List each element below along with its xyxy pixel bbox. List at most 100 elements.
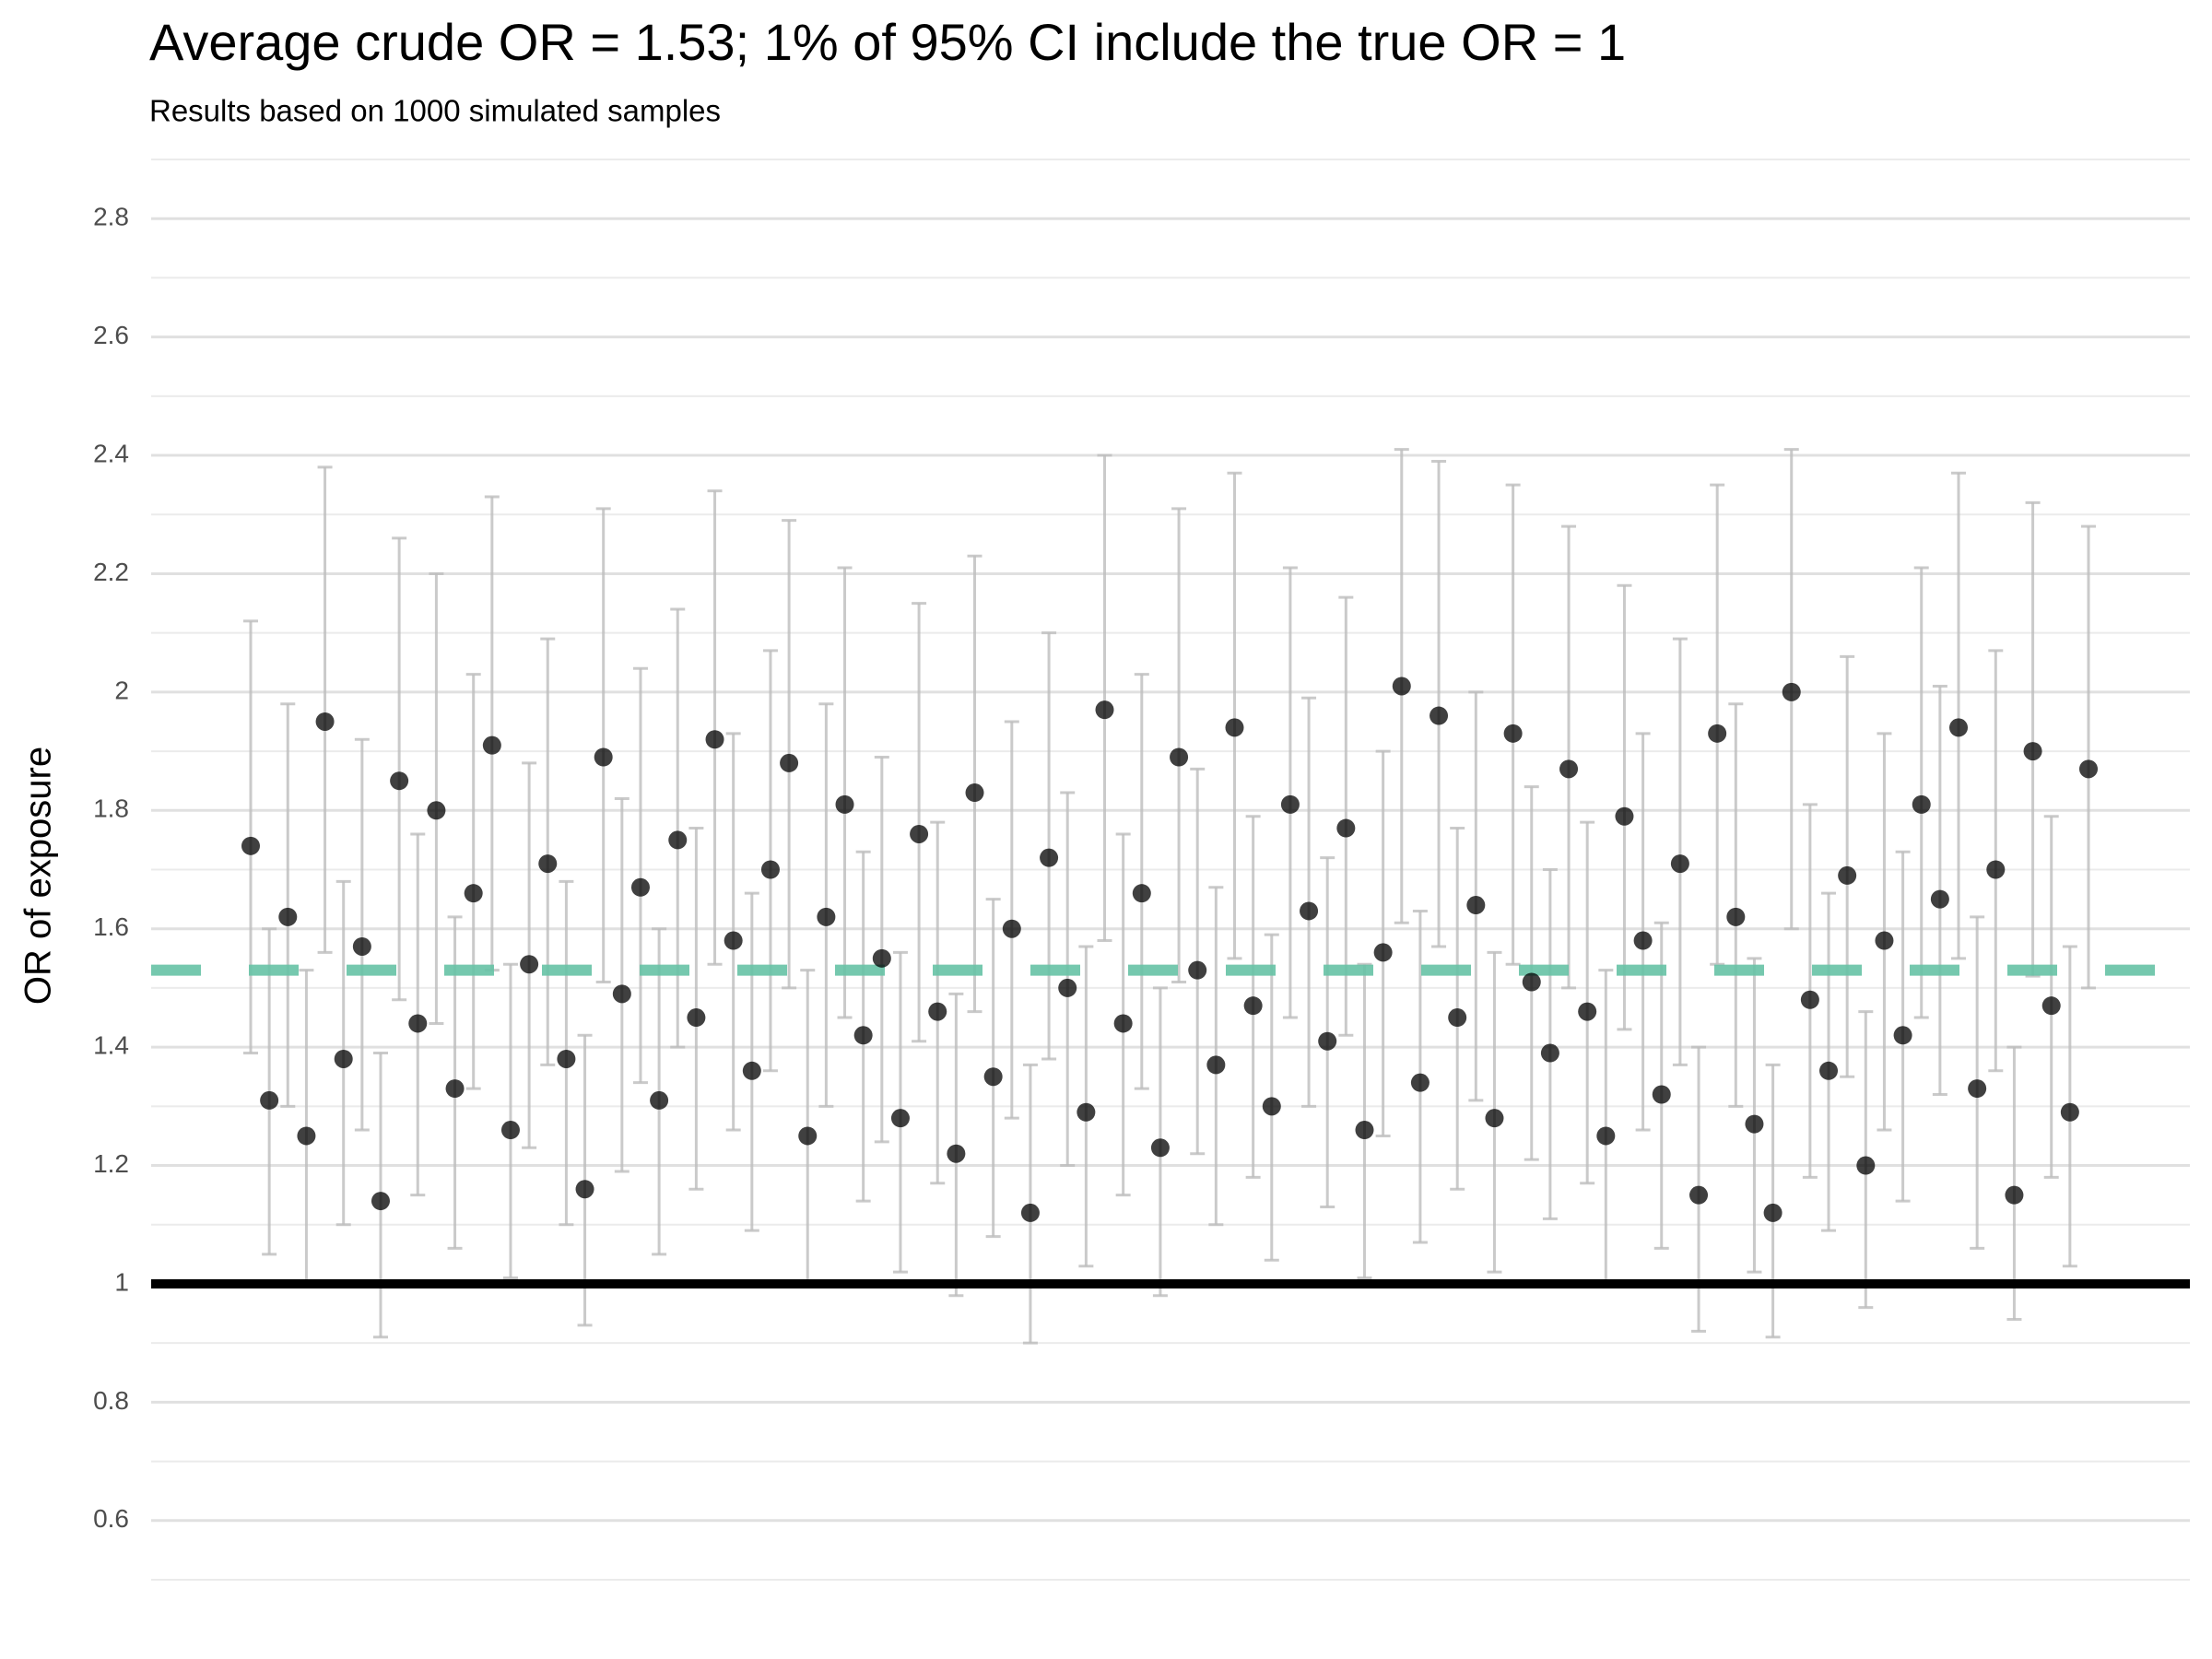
point bbox=[835, 794, 854, 814]
point bbox=[408, 1014, 428, 1033]
error-bar bbox=[2081, 524, 2096, 990]
point bbox=[650, 1090, 669, 1110]
error-bar bbox=[280, 702, 296, 1108]
point bbox=[1912, 794, 1931, 814]
point bbox=[594, 747, 613, 767]
point bbox=[1615, 806, 1634, 826]
point bbox=[1578, 1002, 1597, 1021]
point bbox=[1300, 901, 1319, 921]
point bbox=[371, 1192, 390, 1211]
error-bar bbox=[540, 637, 556, 1066]
point bbox=[2023, 742, 2042, 761]
y-tick-label: 1.6 bbox=[93, 912, 129, 941]
error-bar bbox=[818, 702, 834, 1108]
point bbox=[1336, 818, 1356, 838]
point bbox=[1540, 1043, 1559, 1063]
y-tick-label: 1.2 bbox=[93, 1149, 129, 1178]
point bbox=[1430, 706, 1449, 725]
point bbox=[928, 1002, 947, 1021]
point bbox=[500, 1121, 520, 1140]
point bbox=[1113, 1014, 1133, 1033]
error-bar bbox=[837, 566, 853, 1019]
point bbox=[260, 1090, 279, 1110]
point bbox=[853, 1026, 873, 1045]
point bbox=[965, 783, 984, 803]
point bbox=[1002, 919, 1021, 938]
y-tick-label: 0.8 bbox=[93, 1386, 129, 1415]
error-bar bbox=[670, 607, 686, 1049]
error-bar bbox=[1561, 524, 1577, 990]
point bbox=[1132, 884, 1151, 903]
error-bar bbox=[317, 465, 333, 954]
error-bar bbox=[1227, 471, 1242, 960]
point bbox=[947, 1144, 966, 1163]
point bbox=[1930, 889, 1949, 909]
point bbox=[1708, 724, 1727, 743]
point bbox=[1243, 996, 1263, 1016]
point bbox=[724, 931, 743, 950]
point bbox=[1838, 865, 1857, 885]
point bbox=[1689, 1185, 1709, 1205]
point bbox=[1448, 1008, 1467, 1028]
error-bar bbox=[1097, 453, 1112, 943]
y-tick-label: 1.8 bbox=[93, 794, 129, 823]
point bbox=[482, 735, 501, 755]
grid: 0.6 0.8 1 1.2 1.4 1.6 1.8 2 2.2 2.4 2.6 2.8 bbox=[93, 159, 2190, 1581]
chart-subtitle: Results based on 1000 simulated samples bbox=[149, 94, 721, 128]
point bbox=[1522, 972, 1541, 992]
point bbox=[1373, 943, 1393, 962]
point bbox=[798, 1126, 818, 1146]
point bbox=[612, 984, 631, 1004]
point bbox=[1170, 747, 1189, 767]
error-bar bbox=[1282, 566, 1298, 1019]
error-bar bbox=[1171, 507, 1187, 983]
point bbox=[1020, 1203, 1040, 1222]
point bbox=[1726, 907, 1746, 926]
point bbox=[390, 771, 409, 791]
point bbox=[1077, 1102, 1096, 1122]
error-bar bbox=[1913, 566, 1929, 1019]
point bbox=[241, 836, 260, 855]
point bbox=[1150, 1138, 1170, 1158]
point bbox=[687, 1008, 706, 1028]
point bbox=[1485, 1109, 1504, 1128]
point bbox=[668, 830, 688, 850]
y-tick-label: 1 bbox=[114, 1267, 129, 1296]
point bbox=[1280, 794, 1300, 814]
error-bar bbox=[2006, 1045, 2022, 1321]
error-bar bbox=[1338, 595, 1354, 1037]
point bbox=[910, 824, 929, 843]
y-tick-label: 2.8 bbox=[93, 203, 129, 231]
y-tick-label: 2 bbox=[114, 676, 129, 704]
point bbox=[297, 1126, 316, 1146]
error-bar bbox=[484, 495, 500, 972]
point bbox=[538, 854, 558, 874]
error-bar bbox=[429, 571, 444, 1025]
point bbox=[1206, 1055, 1226, 1075]
point bbox=[1949, 718, 1969, 737]
point bbox=[1188, 960, 1207, 980]
point bbox=[1819, 1061, 1839, 1080]
point bbox=[983, 1067, 1003, 1087]
error-bar bbox=[354, 737, 370, 1132]
point bbox=[1596, 1126, 1616, 1146]
point bbox=[1652, 1085, 1671, 1104]
y-tick-label: 0.6 bbox=[93, 1504, 129, 1533]
point bbox=[760, 860, 780, 879]
point bbox=[1670, 854, 1689, 874]
point bbox=[1503, 724, 1523, 743]
point bbox=[630, 877, 650, 897]
point bbox=[445, 1079, 465, 1099]
point bbox=[557, 1049, 576, 1068]
chart-title: Average crude OR = 1.53; 1% of 95% CI in… bbox=[149, 13, 1626, 71]
error-bar bbox=[465, 673, 481, 1090]
point bbox=[1225, 718, 1244, 737]
point bbox=[278, 907, 298, 926]
point bbox=[705, 730, 724, 749]
point bbox=[1968, 1079, 1987, 1099]
point bbox=[872, 948, 891, 968]
point bbox=[1095, 700, 1114, 720]
point bbox=[1410, 1073, 1430, 1092]
